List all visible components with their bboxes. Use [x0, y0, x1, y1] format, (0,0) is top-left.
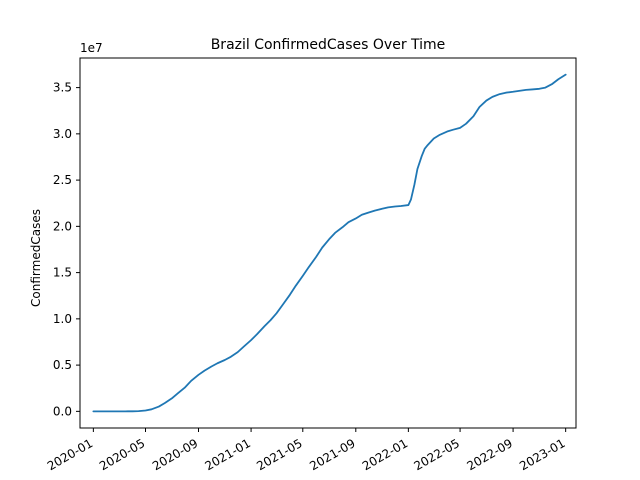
y-tick-label: 2.0 [53, 219, 72, 233]
y-tick-label: 1.0 [53, 312, 72, 326]
chart-title: Brazil ConfirmedCases Over Time [211, 37, 446, 53]
y-tick-label: 3.5 [53, 81, 72, 95]
y-tick-label: 0.0 [53, 404, 72, 418]
y-tick-label: 0.5 [53, 358, 72, 372]
y-tick-label: 2.5 [53, 173, 72, 187]
y-tick-label: 1.5 [53, 266, 72, 280]
y-axis-label: ConfirmedCases [29, 209, 43, 307]
series-line [92, 73, 567, 413]
y-offset-label: 1e7 [80, 41, 103, 55]
axes-frame [79, 57, 577, 429]
y-tick-label: 3.0 [53, 127, 72, 141]
